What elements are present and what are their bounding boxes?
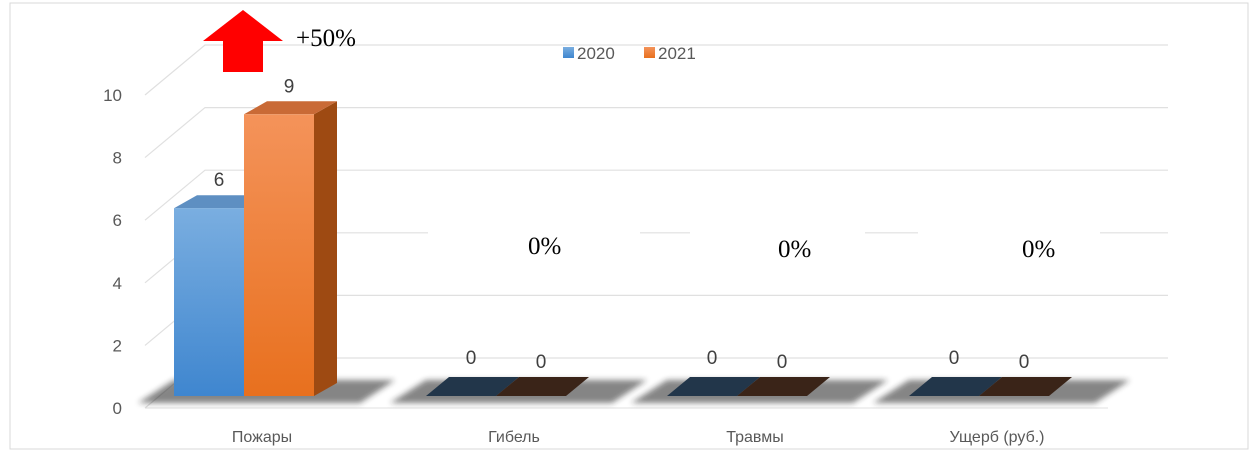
data-label: 0 [777, 352, 788, 373]
percent-label: 0% [528, 233, 561, 260]
category-label: Ущерб (руб.) [950, 429, 1045, 446]
bar-2020 [174, 208, 244, 396]
bars [174, 101, 1072, 397]
y-tick-label: 4 [113, 274, 122, 293]
y-tick-label: 2 [113, 336, 122, 355]
legend: 2020 2021 [563, 44, 696, 63]
grid-gap [918, 226, 1100, 246]
y-tick-label: 0 [113, 399, 122, 418]
bar-flat-2021 [496, 377, 589, 396]
legend-swatch-2021 [644, 47, 655, 58]
gridline [144, 169, 1168, 221]
y-axis-ticks: 0 2 4 6 8 10 [103, 86, 122, 418]
bar-side-2021 [314, 101, 337, 397]
gridline [144, 44, 1168, 96]
legend-swatch-2020 [563, 47, 574, 58]
data-label: 0 [707, 348, 718, 369]
data-label: 6 [214, 170, 225, 191]
data-label: 0 [1019, 352, 1030, 373]
x-axis-categories: Пожары Гибель Травмы Ущерб (руб.) [232, 429, 1045, 446]
bar-flat-2021 [737, 377, 830, 396]
percent-label: 0% [1022, 236, 1055, 263]
data-label: 0 [466, 348, 477, 369]
category-label: Гибель [488, 429, 540, 446]
legend-label: 2021 [658, 44, 696, 63]
y-tick-label: 6 [113, 211, 122, 230]
up-arrow-icon [203, 10, 283, 72]
bar-flat-2020 [667, 377, 760, 396]
legend-label: 2020 [577, 44, 615, 63]
data-label: 9 [284, 76, 295, 97]
y-tick-label: 8 [113, 149, 122, 168]
chart-border [9, 2, 1249, 450]
percent-label: +50% [296, 25, 356, 52]
data-label: 0 [536, 352, 547, 373]
percent-label: 0% [778, 236, 811, 263]
bar-2021 [244, 114, 314, 397]
data-label: 0 [949, 348, 960, 369]
grid-gap [428, 226, 640, 246]
bar-flat-2020 [909, 377, 1002, 396]
bar-flat-2020 [426, 377, 519, 396]
percent-annotations: +50% 0% 0% 0% [203, 10, 1055, 263]
data-labels: 6 9 0 0 0 0 0 0 [214, 76, 1030, 373]
grid-gap [690, 226, 865, 246]
gridline [144, 106, 1168, 159]
category-label: Пожары [232, 429, 292, 446]
bar-flat-2021 [979, 377, 1072, 396]
gridlines [144, 44, 1168, 409]
y-tick-label: 10 [103, 86, 122, 105]
category-label: Травмы [726, 429, 784, 446]
bar-top-2020 [174, 195, 267, 209]
bar-top-2021 [244, 101, 337, 115]
